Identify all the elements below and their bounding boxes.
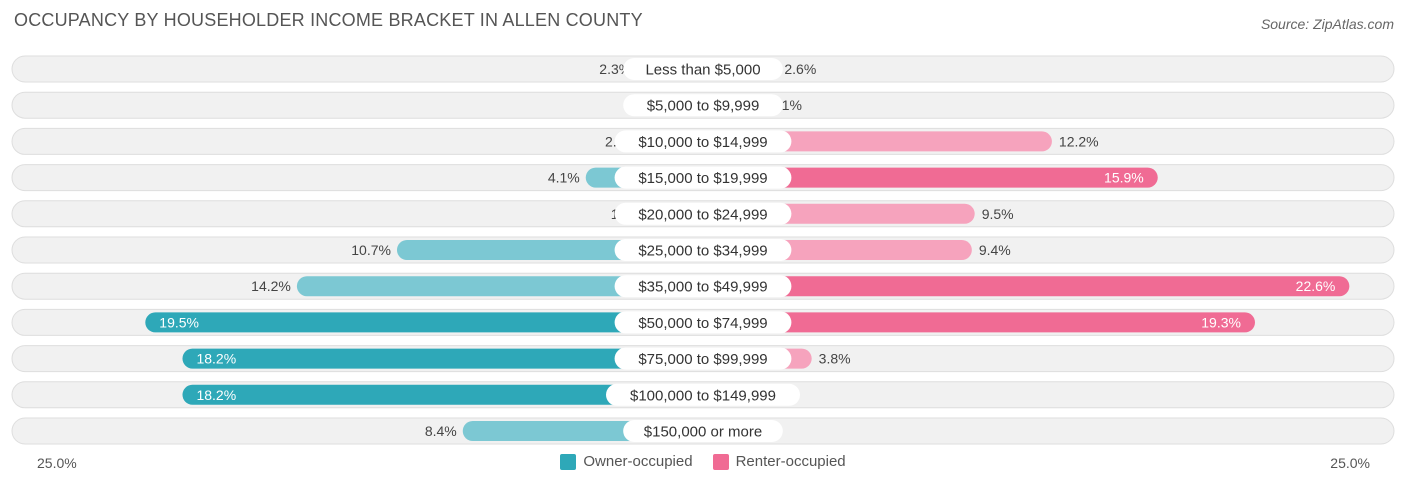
owner-bar [145, 312, 704, 333]
category-label: Less than $5,000 [645, 62, 760, 79]
category-label: $10,000 to $14,999 [638, 134, 767, 151]
renter-value-label: 12.2% [1059, 133, 1099, 149]
category-label: $5,000 to $9,999 [647, 98, 760, 115]
owner-value-label: 4.1% [548, 170, 580, 186]
category-label: $15,000 to $19,999 [638, 170, 767, 187]
owner-bar [182, 384, 704, 405]
renter-value-label: 3.8% [819, 351, 851, 367]
category-label: $150,000 or more [644, 424, 762, 441]
renter-value-label: 15.9% [1104, 170, 1144, 186]
owner-value-label: 18.2% [196, 387, 236, 403]
owner-value-label: 2.3% [599, 61, 631, 77]
axis-left-label: 25.0% [37, 455, 77, 471]
owner-value-label: 19.5% [159, 314, 199, 330]
category-label-background [623, 58, 783, 80]
chart-title: OCCUPANCY BY HOUSEHOLDER INCOME BRACKET … [14, 10, 643, 30]
category-label: $20,000 to $24,999 [638, 206, 767, 223]
diverging-bar-chart: 2.3%2.6%Less than $5,0000.52%2.1%$5,000 … [11, 55, 1395, 445]
renter-value-label: 2.6% [784, 61, 816, 77]
category-label: $50,000 to $74,999 [638, 315, 767, 332]
category-label-background [614, 347, 792, 370]
category-label-background [614, 166, 792, 189]
owner-value-label: 14.2% [251, 278, 291, 294]
category-label: $100,000 to $149,999 [630, 387, 776, 404]
renter-value-label: 19.3% [1201, 314, 1241, 330]
renter-value-label: 22.6% [1296, 278, 1336, 294]
owner-bar [296, 276, 703, 297]
renter-bar [703, 131, 1052, 152]
legend-item-owner: Owner-occupied [560, 453, 693, 470]
owner-swatch [560, 453, 577, 470]
category-label-background [623, 420, 783, 442]
renter-swatch [712, 453, 729, 470]
renter-value-label: 9.5% [982, 206, 1014, 222]
category-label-background [614, 130, 792, 153]
category-label: $25,000 to $34,999 [638, 243, 767, 260]
category-label-background [614, 239, 792, 261]
renter-bar [703, 167, 1158, 188]
renter-bar [703, 312, 1255, 333]
category-label-background [614, 202, 792, 225]
renter-bar [703, 276, 1350, 297]
source-credit: Source: ZipAtlas.com [1260, 16, 1394, 32]
category-label-background [606, 383, 800, 406]
category-label-background [614, 275, 792, 298]
category-label-background [623, 94, 783, 117]
legend-owner-label: Owner-occupied [583, 453, 693, 470]
owner-value-label: 8.4% [425, 423, 457, 439]
renter-value-label: 9.4% [979, 242, 1011, 258]
owner-value-label: 10.7% [351, 242, 391, 258]
category-label-background [614, 311, 792, 334]
owner-value-label: 18.2% [196, 351, 236, 367]
category-label: $35,000 to $49,999 [638, 279, 767, 296]
owner-bar [182, 348, 704, 369]
legend-renter-label: Renter-occupied [735, 453, 846, 470]
legend-item-renter: Renter-occupied [712, 453, 846, 470]
category-label: $75,000 to $99,999 [638, 351, 767, 368]
axis-right-label: 25.0% [1330, 455, 1370, 471]
legend: Owner-occupied Renter-occupied [0, 453, 1406, 470]
